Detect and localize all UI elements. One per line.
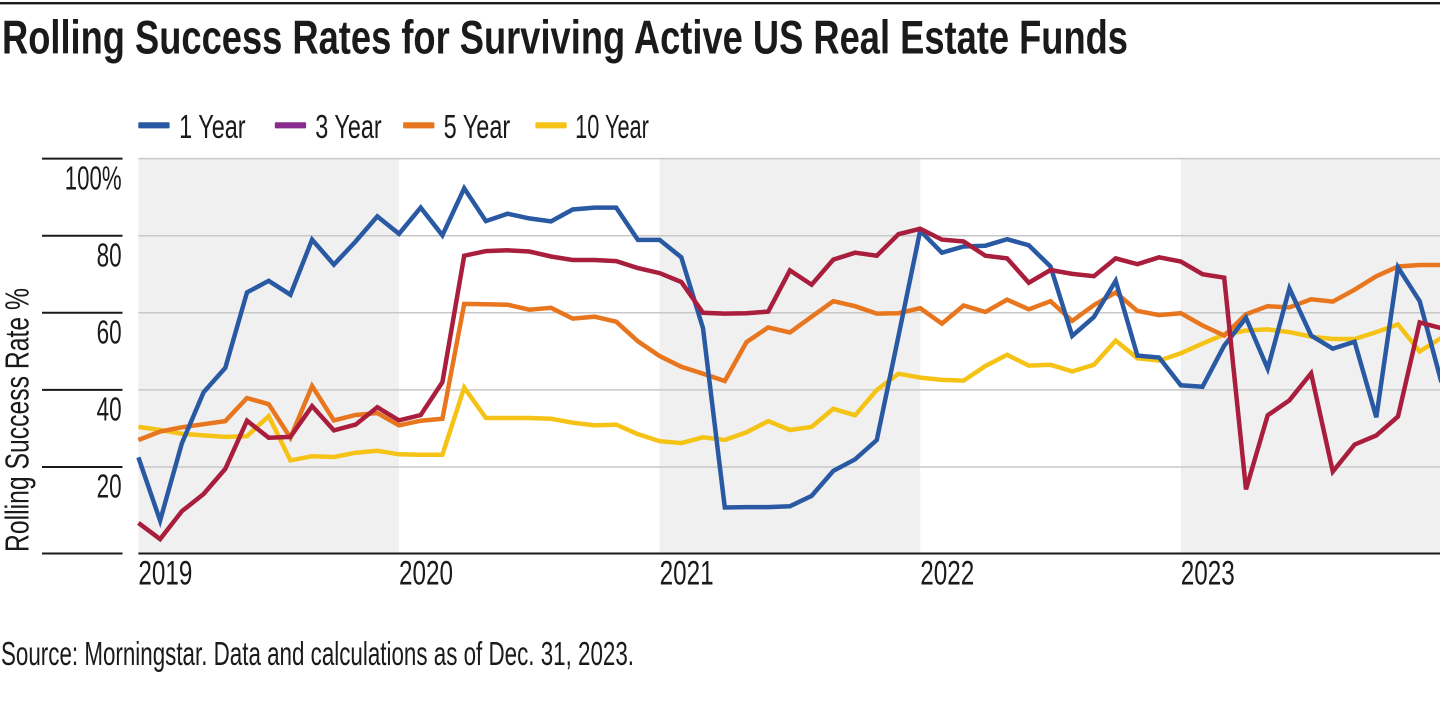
svg-text:Rolling Success Rates for Surv: Rolling Success Rates for Surviving Acti… [2,11,1128,64]
svg-text:2022: 2022 [920,555,974,593]
svg-text:1 Year: 1 Year [179,108,246,145]
svg-text:80: 80 [97,236,122,273]
svg-text:2021: 2021 [660,555,714,593]
svg-text:100%: 100% [65,159,122,196]
svg-text:3 Year: 3 Year [315,108,381,145]
svg-text:2023: 2023 [1181,555,1235,593]
svg-text:2019: 2019 [138,555,192,593]
svg-text:10 Year: 10 Year [575,108,649,145]
svg-text:5 Year: 5 Year [444,108,511,145]
svg-text:Source: Morningstar. Data and: Source: Morningstar. Data and calculatio… [1,635,634,672]
svg-text:60: 60 [97,314,122,351]
svg-text:2020: 2020 [399,555,453,593]
svg-text:Rolling Success Rate %: Rolling Success Rate % [0,288,36,552]
svg-text:40: 40 [97,391,122,428]
svg-text:20: 20 [97,468,122,505]
